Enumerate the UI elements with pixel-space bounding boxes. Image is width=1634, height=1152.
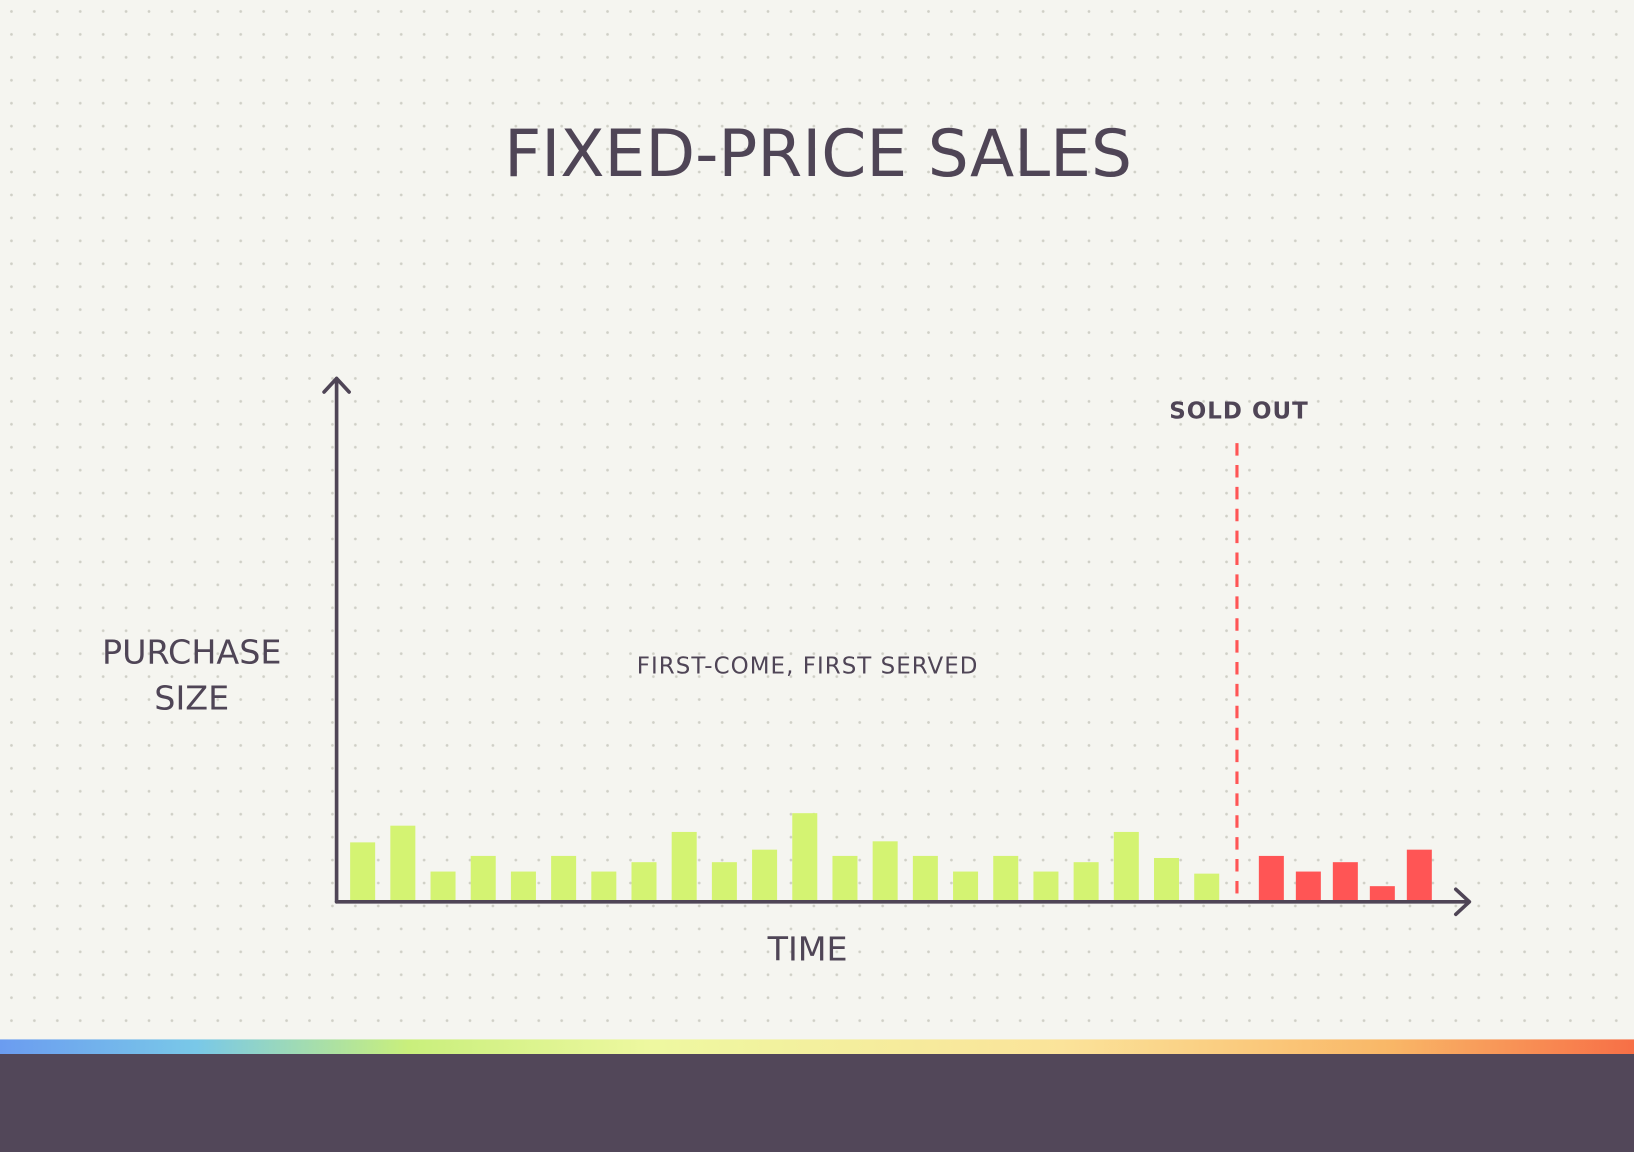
bar (1258, 855, 1284, 902)
axes (322, 376, 1472, 917)
bar (953, 871, 979, 902)
bar (1332, 862, 1358, 902)
x-axis-label: TIME (767, 929, 848, 968)
x-axis (334, 887, 1472, 917)
bar (1033, 871, 1059, 902)
bar (792, 813, 818, 902)
bar (1154, 858, 1180, 902)
bar (1113, 831, 1139, 902)
bar (631, 862, 657, 902)
bar (1194, 873, 1220, 902)
annotation: FIRST-COME, FIRST SERVED (637, 654, 979, 680)
bar (752, 849, 778, 902)
footer-band (0, 1054, 1634, 1152)
gradient-strip (0, 1039, 1634, 1056)
bar (1295, 871, 1321, 902)
bar (430, 871, 456, 902)
bar (591, 871, 617, 902)
y-axis (322, 376, 351, 904)
bar (832, 855, 858, 902)
bar (1406, 849, 1432, 902)
bar (671, 831, 697, 902)
chart-title: FIXED-PRICE SALES (504, 117, 1132, 192)
bar (711, 862, 737, 902)
bar (470, 855, 496, 902)
bar (912, 855, 938, 902)
bar (872, 841, 898, 902)
bar (510, 871, 536, 902)
bar (1369, 886, 1395, 902)
y-axis-label: PURCHASE SIZE (102, 632, 281, 717)
bar (390, 825, 416, 902)
sold-out-label: SOLD OUT (1169, 398, 1309, 424)
bar (993, 855, 1019, 902)
bar (350, 842, 376, 902)
bar (551, 855, 577, 902)
bar (1073, 862, 1099, 902)
